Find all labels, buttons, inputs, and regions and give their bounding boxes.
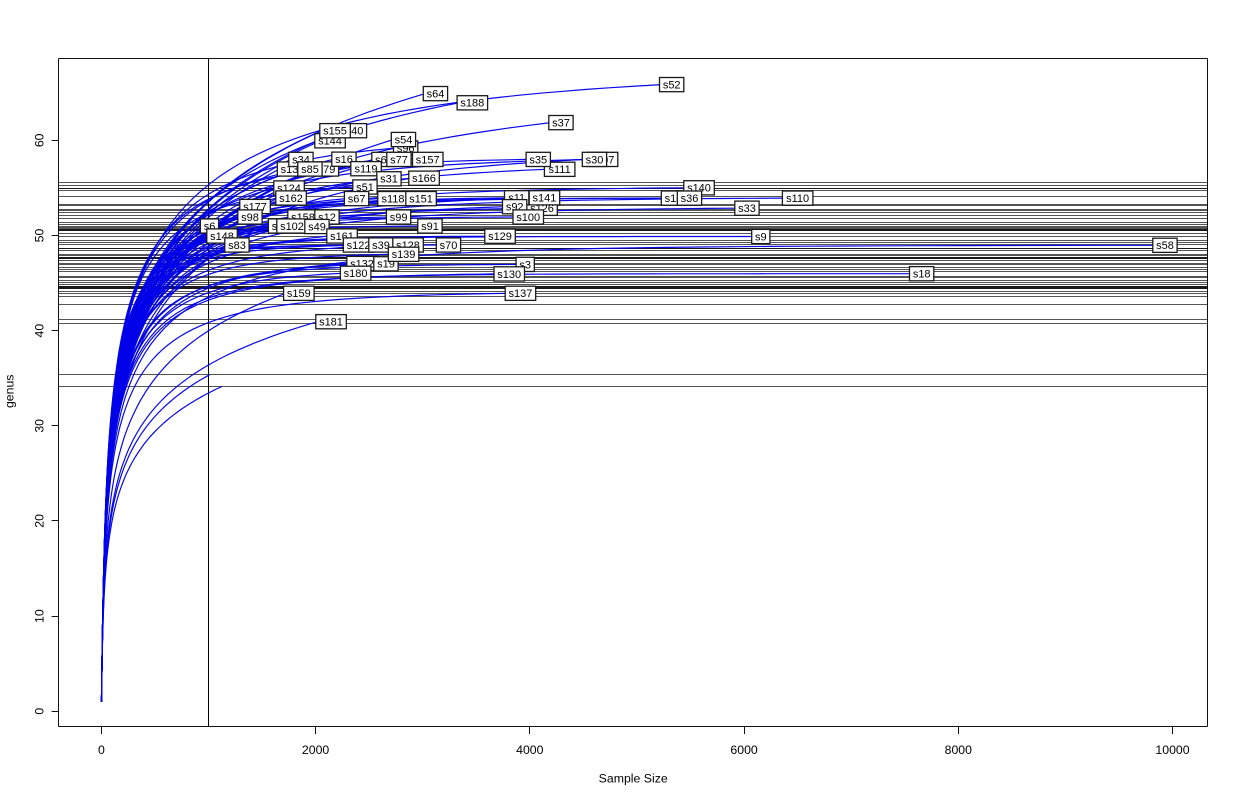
- svg-text:s18: s18: [913, 269, 931, 281]
- svg-text:s137: s137: [508, 288, 532, 300]
- svg-text:s151: s151: [409, 194, 433, 206]
- svg-text:s36: s36: [681, 193, 699, 205]
- svg-text:10: 10: [32, 609, 46, 623]
- svg-text:0: 0: [98, 743, 105, 757]
- svg-text:genus: genus: [3, 375, 17, 409]
- svg-text:s31: s31: [380, 174, 398, 186]
- svg-text:s58: s58: [1156, 240, 1174, 252]
- svg-text:s37: s37: [552, 118, 570, 130]
- svg-text:s49: s49: [308, 221, 326, 233]
- svg-text:8000: 8000: [945, 743, 973, 757]
- svg-text:s157: s157: [416, 154, 440, 166]
- svg-text:s144: s144: [318, 136, 342, 148]
- svg-text:s119: s119: [354, 164, 377, 176]
- svg-text:s159: s159: [287, 288, 311, 300]
- svg-text:0: 0: [32, 708, 46, 715]
- svg-text:s99: s99: [390, 212, 408, 224]
- svg-text:s141: s141: [532, 193, 556, 205]
- svg-text:s70: s70: [440, 240, 458, 252]
- svg-text:s16: s16: [335, 154, 353, 166]
- svg-text:s129: s129: [488, 231, 512, 243]
- svg-text:s83: s83: [228, 240, 246, 252]
- svg-text:s111: s111: [548, 164, 570, 176]
- svg-text:s100: s100: [516, 212, 540, 224]
- svg-text:s130: s130: [497, 269, 521, 281]
- svg-text:s91: s91: [421, 221, 439, 233]
- svg-text:s85: s85: [301, 164, 319, 176]
- svg-text:s35: s35: [529, 154, 547, 166]
- svg-text:s162: s162: [279, 193, 303, 205]
- svg-text:s67: s67: [348, 194, 366, 206]
- svg-text:s118: s118: [381, 194, 404, 206]
- svg-text:6000: 6000: [730, 743, 758, 757]
- svg-text:s155: s155: [323, 126, 347, 138]
- svg-text:s181: s181: [319, 317, 343, 329]
- svg-text:s166: s166: [412, 173, 436, 185]
- svg-text:s102: s102: [280, 221, 304, 233]
- svg-text:50: 50: [32, 229, 46, 243]
- svg-text:s180: s180: [344, 268, 368, 280]
- svg-text:60: 60: [32, 133, 46, 147]
- svg-text:4000: 4000: [516, 743, 544, 757]
- svg-text:s122: s122: [347, 240, 371, 252]
- svg-text:40: 40: [32, 324, 46, 338]
- svg-text:s33: s33: [738, 203, 756, 215]
- svg-text:20: 20: [32, 514, 46, 528]
- svg-text:s52: s52: [663, 80, 681, 92]
- svg-text:s30: s30: [586, 154, 604, 166]
- svg-text:10000: 10000: [1155, 743, 1189, 757]
- svg-text:s139: s139: [392, 249, 416, 261]
- svg-text:s98: s98: [241, 212, 259, 224]
- svg-text:30: 30: [32, 419, 46, 433]
- svg-text:s9: s9: [755, 231, 767, 243]
- svg-text:s188: s188: [460, 98, 484, 110]
- svg-text:s6: s6: [204, 221, 216, 233]
- svg-text:2000: 2000: [302, 743, 330, 757]
- svg-text:s77: s77: [390, 154, 408, 166]
- svg-text:s3: s3: [519, 259, 531, 271]
- svg-text:s110: s110: [786, 193, 809, 205]
- svg-text:s64: s64: [427, 89, 445, 101]
- svg-text:s54: s54: [395, 134, 413, 146]
- svg-text:s39: s39: [372, 240, 390, 252]
- svg-text:Sample Size: Sample Size: [599, 772, 668, 786]
